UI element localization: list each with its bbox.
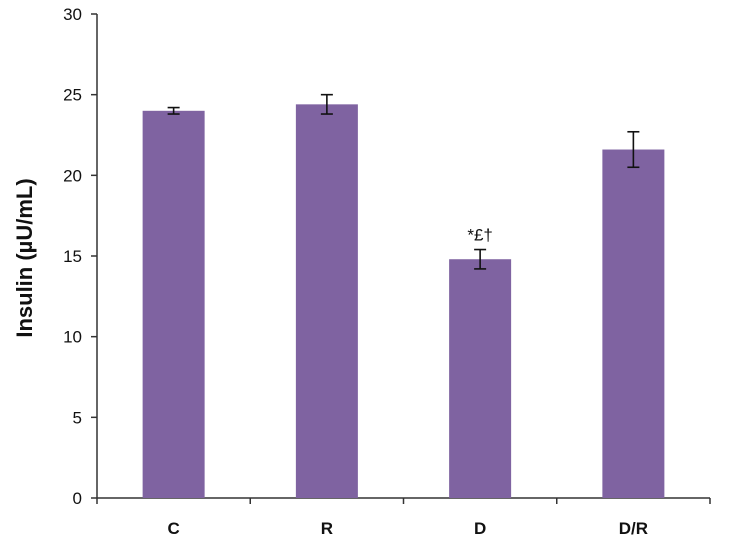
y-tick-label: 15 <box>63 247 82 266</box>
x-category-label: R <box>321 519 333 538</box>
bar-c <box>142 110 205 499</box>
x-category-label: D/R <box>619 519 648 538</box>
y-tick-label: 5 <box>73 408 82 427</box>
bars <box>142 104 665 499</box>
x-category-label: C <box>167 519 179 538</box>
x-category-labels: C R D D/R <box>167 519 648 538</box>
y-axis-title: Insulin (µU/mL) <box>12 178 37 337</box>
error-bar <box>474 248 487 270</box>
y-tick-labels: 0 5 10 15 20 25 30 <box>63 5 82 508</box>
error-bar <box>320 93 333 115</box>
y-tick-label: 20 <box>63 166 82 185</box>
significance-annotation: *£† <box>467 226 493 245</box>
bar-d <box>449 259 512 498</box>
y-tick-label: 25 <box>63 86 82 105</box>
error-bar <box>167 106 180 115</box>
y-tick-label: 30 <box>63 5 82 24</box>
y-tick-label: 10 <box>63 328 82 347</box>
bar-r <box>295 104 358 498</box>
x-category-label: D <box>474 519 486 538</box>
y-tick-label: 0 <box>73 489 82 508</box>
annotations: *£† <box>467 226 493 245</box>
bar-d-r <box>602 149 665 498</box>
error-bar <box>627 130 640 169</box>
error-bars <box>167 93 640 270</box>
